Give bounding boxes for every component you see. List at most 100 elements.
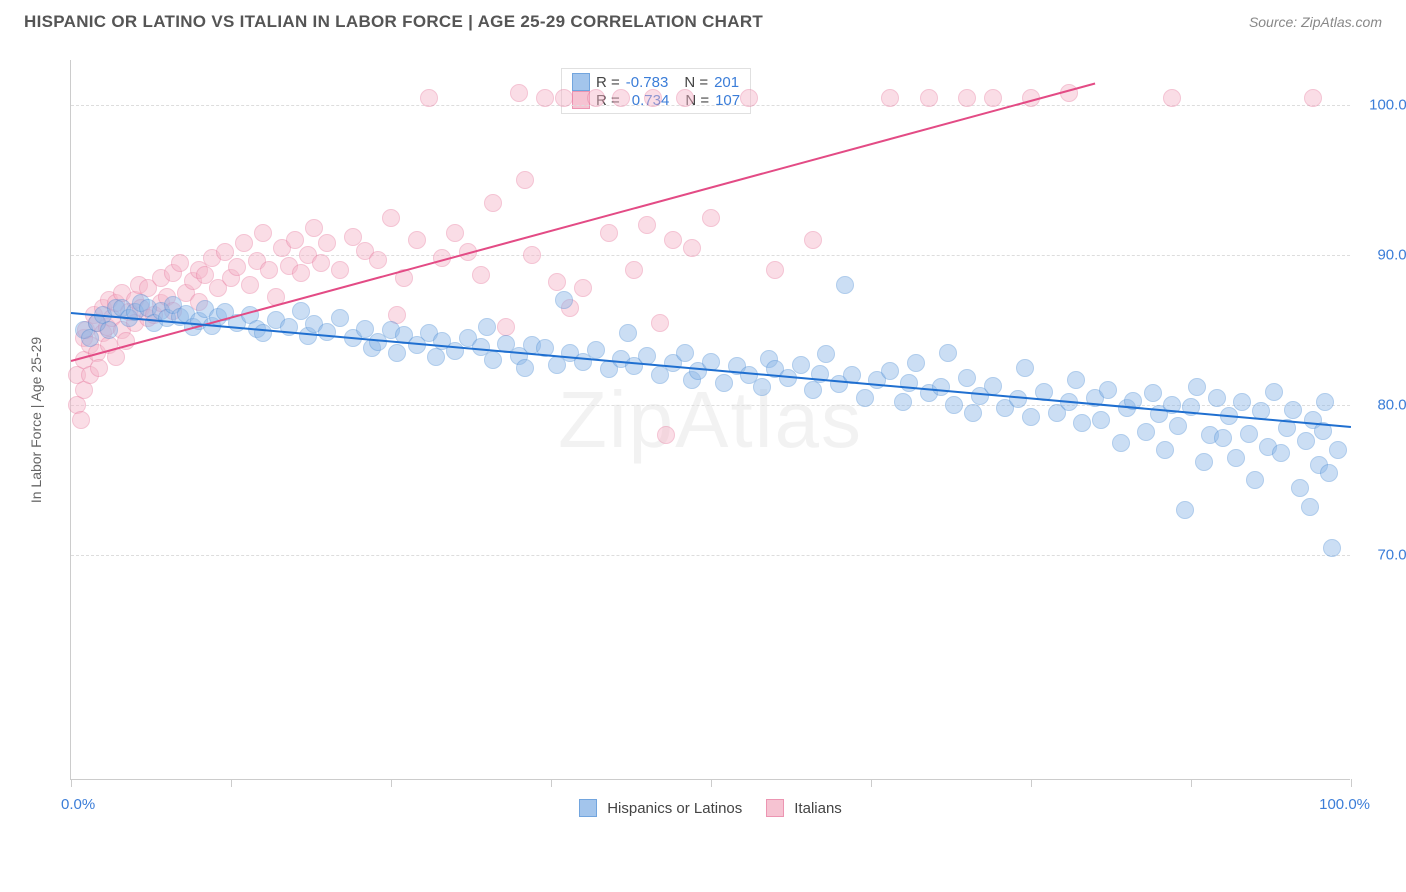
scatter-point-hispanic [1067, 371, 1085, 389]
x-tick [551, 779, 552, 787]
scatter-point-hispanic [1246, 471, 1264, 489]
x-tick [1351, 779, 1352, 787]
scatter-point-hispanic [676, 344, 694, 362]
scatter-point-italian [331, 261, 349, 279]
scatter-point-italian [683, 239, 701, 257]
scatter-point-hispanic [1214, 429, 1232, 447]
scatter-point-italian [241, 276, 259, 294]
scatter-point-hispanic [881, 362, 899, 380]
scatter-point-italian [72, 411, 90, 429]
scatter-point-italian [702, 209, 720, 227]
scatter-point-italian [286, 231, 304, 249]
bottom-legend: Hispanics or Latinos Italians [71, 799, 1350, 817]
scatter-point-hispanic [753, 378, 771, 396]
scatter-point-italian [446, 224, 464, 242]
swatch-italian-icon [766, 799, 784, 817]
scatter-point-hispanic [1073, 414, 1091, 432]
scatter-point-italian [548, 273, 566, 291]
scatter-point-italian [216, 243, 234, 261]
scatter-point-hispanic [1208, 389, 1226, 407]
scatter-point-hispanic [804, 381, 822, 399]
scatter-point-hispanic [1016, 359, 1034, 377]
scatter-point-italian [881, 89, 899, 107]
scatter-point-hispanic [817, 345, 835, 363]
scatter-point-hispanic [1022, 408, 1040, 426]
scatter-point-italian [676, 89, 694, 107]
scatter-point-italian [958, 89, 976, 107]
scatter-point-italian [420, 89, 438, 107]
scatter-point-italian [516, 171, 534, 189]
scatter-point-hispanic [715, 374, 733, 392]
scatter-point-italian [318, 234, 336, 252]
scatter-point-hispanic [1227, 449, 1245, 467]
scatter-point-hispanic [1240, 425, 1258, 443]
y-tick-label: 80.0% [1360, 397, 1406, 414]
scatter-point-hispanic [254, 324, 272, 342]
source-label: Source: ZipAtlas.com [1249, 14, 1382, 30]
scatter-point-italian [260, 261, 278, 279]
scatter-point-italian [600, 224, 618, 242]
scatter-point-italian [766, 261, 784, 279]
scatter-point-italian [292, 264, 310, 282]
scatter-point-italian [651, 314, 669, 332]
scatter-point-italian [171, 254, 189, 272]
x-tick [1031, 779, 1032, 787]
chart-title: HISPANIC OR LATINO VS ITALIAN IN LABOR F… [24, 12, 763, 32]
scatter-point-hispanic [619, 324, 637, 342]
scatter-point-italian [90, 359, 108, 377]
gridline-h [71, 105, 1350, 106]
scatter-point-italian [536, 89, 554, 107]
scatter-point-italian [408, 231, 426, 249]
scatter-point-hispanic [100, 321, 118, 339]
scatter-point-hispanic [1329, 441, 1347, 459]
scatter-point-hispanic [1233, 393, 1251, 411]
n-value-hispanic: 201 [714, 74, 739, 91]
scatter-point-italian [369, 251, 387, 269]
scatter-point-hispanic [792, 356, 810, 374]
chart-container: In Labor Force | Age 25-29 ZipAtlas R = … [20, 50, 1386, 842]
scatter-point-hispanic [984, 377, 1002, 395]
gridline-h [71, 555, 1350, 556]
scatter-point-italian [254, 224, 272, 242]
scatter-point-hispanic [939, 344, 957, 362]
r-label: R = [596, 74, 620, 91]
scatter-point-hispanic [478, 318, 496, 336]
y-tick-label: 100.0% [1360, 97, 1406, 114]
scatter-point-hispanic [964, 404, 982, 422]
scatter-point-hispanic [427, 348, 445, 366]
scatter-point-italian [644, 89, 662, 107]
scatter-point-hispanic [1099, 381, 1117, 399]
scatter-point-italian [523, 246, 541, 264]
r-value-hispanic: -0.783 [626, 74, 669, 91]
scatter-point-italian [382, 209, 400, 227]
scatter-point-italian [612, 89, 630, 107]
scatter-point-hispanic [1144, 384, 1162, 402]
legend-item-hispanic: Hispanics or Latinos [579, 799, 742, 817]
scatter-point-hispanic [1092, 411, 1110, 429]
scatter-point-italian [497, 318, 515, 336]
scatter-point-hispanic [388, 344, 406, 362]
scatter-point-italian [638, 216, 656, 234]
x-tick [871, 779, 872, 787]
scatter-point-hispanic [1188, 378, 1206, 396]
legend-label-hispanic: Hispanics or Latinos [607, 800, 742, 817]
scatter-point-hispanic [1265, 383, 1283, 401]
scatter-point-hispanic [1169, 417, 1187, 435]
scatter-point-italian [510, 84, 528, 102]
scatter-point-hispanic [1323, 539, 1341, 557]
scatter-point-hispanic [1291, 479, 1309, 497]
scatter-point-hispanic [1297, 432, 1315, 450]
scatter-point-hispanic [1112, 434, 1130, 452]
scatter-point-italian [484, 194, 502, 212]
scatter-point-hispanic [1195, 453, 1213, 471]
scatter-point-hispanic [1316, 393, 1334, 411]
scatter-point-hispanic [1176, 501, 1194, 519]
scatter-point-hispanic [958, 369, 976, 387]
swatch-hispanic-icon [579, 799, 597, 817]
scatter-point-italian [1163, 89, 1181, 107]
scatter-point-hispanic [932, 378, 950, 396]
swatch-hispanic-icon [572, 73, 590, 91]
x-tick [391, 779, 392, 787]
scatter-point-hispanic [945, 396, 963, 414]
scatter-point-italian [664, 231, 682, 249]
